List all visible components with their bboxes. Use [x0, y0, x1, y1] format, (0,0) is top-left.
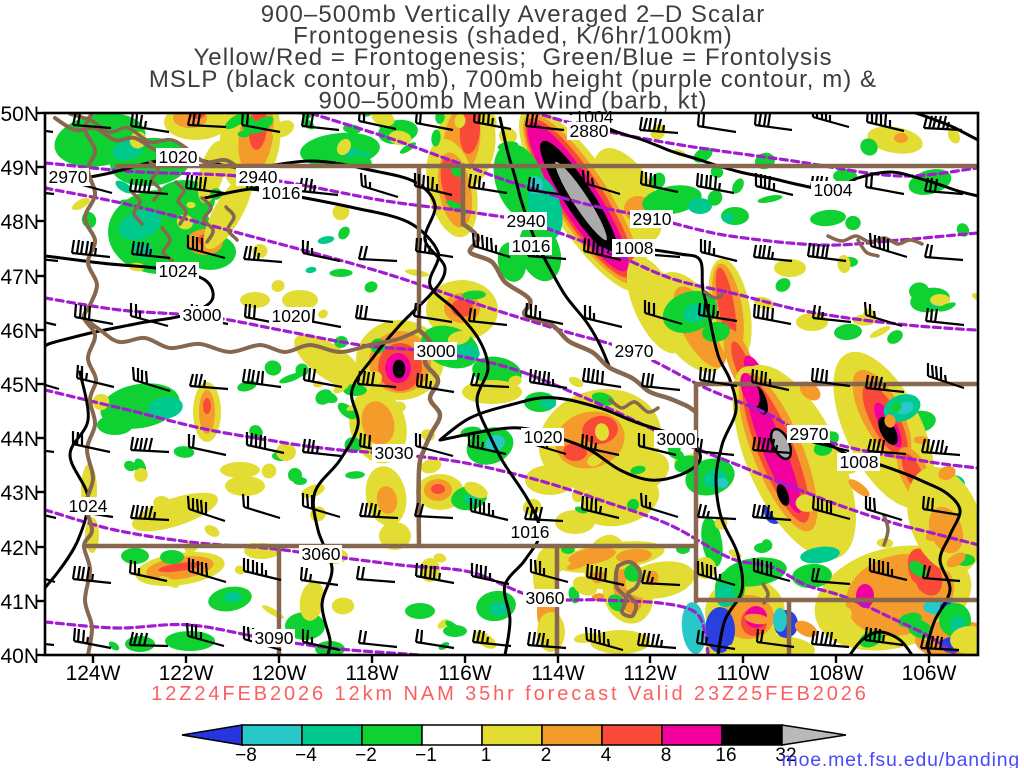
- svg-text:1: 1: [481, 745, 492, 766]
- svg-text:1008: 1008: [615, 238, 654, 258]
- svg-text:120W: 120W: [252, 662, 307, 685]
- svg-text:46N: 46N: [0, 320, 39, 343]
- svg-text:112W: 112W: [623, 662, 676, 685]
- svg-text:3000: 3000: [657, 429, 696, 449]
- svg-text:−4: −4: [295, 745, 317, 766]
- svg-text:900–500mb Mean Wind (barb, kt): 900–500mb Mean Wind (barb, kt): [318, 87, 707, 114]
- svg-text:47N: 47N: [0, 266, 39, 289]
- svg-text:48N: 48N: [0, 211, 39, 234]
- svg-text:moe.met.fsu.edu/banding: moe.met.fsu.edu/banding: [782, 749, 1020, 768]
- svg-text:49N: 49N: [0, 157, 39, 180]
- svg-text:106W: 106W: [902, 662, 957, 685]
- svg-text:12Z24FEB2026 12km NAM 35hr for: 12Z24FEB2026 12km NAM 35hr forecast Vali…: [151, 683, 869, 705]
- svg-text:110W: 110W: [716, 662, 769, 685]
- svg-text:108W: 108W: [809, 662, 864, 685]
- svg-text:1020: 1020: [524, 427, 563, 447]
- svg-text:1024: 1024: [159, 261, 198, 281]
- svg-text:2970: 2970: [790, 424, 829, 444]
- svg-text:1016: 1016: [511, 522, 550, 542]
- svg-text:3060: 3060: [302, 544, 341, 564]
- svg-text:MSLP (black contour, mb), 700m: MSLP (black contour, mb), 700mb height (…: [149, 66, 877, 93]
- svg-text:−2: −2: [355, 745, 377, 766]
- svg-text:122W: 122W: [159, 662, 214, 685]
- svg-text:1020: 1020: [272, 306, 311, 326]
- svg-text:1024: 1024: [69, 496, 108, 516]
- svg-text:45N: 45N: [0, 374, 39, 397]
- svg-text:2970: 2970: [615, 341, 654, 361]
- svg-text:1020: 1020: [159, 147, 198, 167]
- svg-text:3030: 3030: [375, 443, 414, 463]
- svg-text:41N: 41N: [0, 591, 39, 614]
- svg-text:Frontogenesis (shaded, K/6hr/1: Frontogenesis (shaded, K/6hr/100km): [293, 23, 733, 50]
- svg-text:16: 16: [715, 745, 736, 766]
- svg-text:1016: 1016: [512, 236, 551, 256]
- svg-text:50N: 50N: [0, 103, 39, 126]
- svg-text:3000: 3000: [183, 305, 222, 325]
- svg-text:42N: 42N: [0, 537, 39, 560]
- svg-text:118W: 118W: [345, 662, 398, 685]
- svg-text:2880: 2880: [570, 121, 609, 141]
- svg-text:3000: 3000: [417, 341, 456, 361]
- svg-text:1004: 1004: [814, 180, 853, 200]
- svg-text:−1: −1: [415, 745, 437, 766]
- svg-text:3060: 3060: [526, 588, 565, 608]
- svg-text:−8: −8: [235, 745, 257, 766]
- svg-text:2910: 2910: [633, 209, 672, 229]
- svg-text:116W: 116W: [438, 662, 491, 685]
- svg-text:2940: 2940: [239, 167, 278, 187]
- svg-text:2970: 2970: [49, 167, 88, 187]
- svg-text:40N: 40N: [0, 645, 39, 668]
- svg-text:Yellow/Red = Frontogenesis; G: Yellow/Red = Frontogenesis; Green/Blue =…: [193, 44, 832, 71]
- svg-text:1008: 1008: [840, 452, 879, 472]
- svg-text:114W: 114W: [531, 662, 584, 685]
- svg-text:900–500mb Vertically Averaged: 900–500mb Vertically Averaged 2–D Scalar: [261, 1, 766, 28]
- svg-text:2940: 2940: [507, 211, 546, 231]
- svg-text:44N: 44N: [0, 428, 39, 451]
- svg-text:1016: 1016: [262, 183, 301, 203]
- svg-text:32: 32: [775, 745, 796, 766]
- svg-text:124W: 124W: [66, 662, 121, 685]
- svg-text:8: 8: [661, 745, 672, 766]
- svg-text:2: 2: [541, 745, 552, 766]
- svg-text:4: 4: [601, 745, 612, 766]
- svg-text:3090: 3090: [255, 628, 294, 648]
- svg-text:43N: 43N: [0, 482, 39, 505]
